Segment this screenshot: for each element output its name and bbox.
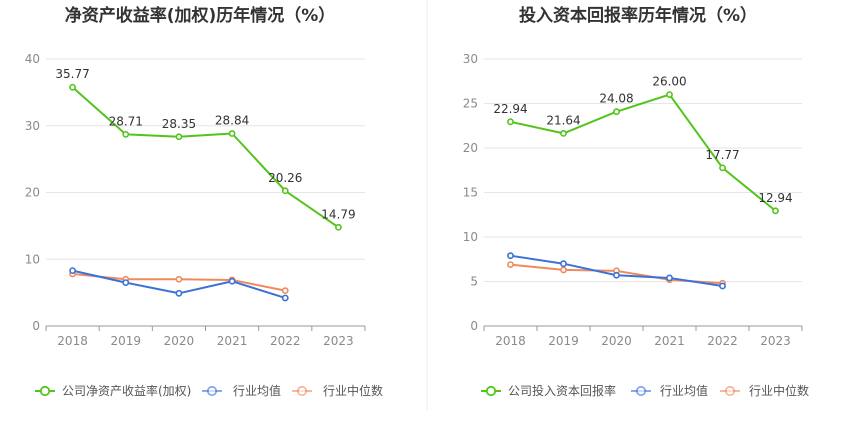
legend-marker bbox=[485, 385, 497, 397]
data-point bbox=[228, 130, 236, 137]
data-point bbox=[281, 294, 289, 302]
data-point bbox=[175, 275, 183, 283]
roic-chart-title: 投入资本回报率历年情况（%） bbox=[519, 5, 757, 26]
data-point bbox=[175, 133, 183, 141]
x-tick-label: 2023 bbox=[323, 334, 354, 348]
x-tick-label: 2020 bbox=[601, 334, 632, 348]
y-tick-label: 20 bbox=[25, 186, 40, 200]
data-label: 35.77 bbox=[55, 67, 89, 81]
data-point bbox=[560, 266, 567, 274]
y-tick-label: 10 bbox=[463, 230, 478, 244]
data-label: 14.79 bbox=[321, 207, 355, 221]
y-tick-label: 5 bbox=[470, 275, 478, 289]
y-tick-label: 15 bbox=[463, 186, 478, 200]
data-point bbox=[772, 207, 779, 215]
data-point bbox=[507, 261, 514, 268]
x-tick-label: 2019 bbox=[110, 334, 141, 348]
legend-marker bbox=[724, 385, 736, 397]
legend-label: 公司净资产收益率(加权) bbox=[62, 383, 191, 398]
y-tick-label: 0 bbox=[32, 319, 40, 333]
legend-marker bbox=[39, 385, 51, 397]
data-point bbox=[281, 287, 289, 295]
data-point bbox=[335, 223, 342, 231]
data-point bbox=[719, 282, 726, 290]
data-label: 28.71 bbox=[109, 114, 143, 128]
data-label: 20.26 bbox=[268, 171, 302, 185]
legend-marker bbox=[635, 385, 647, 397]
y-tick-label: 10 bbox=[25, 252, 40, 266]
series-line bbox=[510, 93, 777, 212]
x-tick-label: 2021 bbox=[654, 334, 685, 348]
data-label: 21.64 bbox=[546, 113, 580, 127]
roe-chart-title: 净资产收益率(加权)历年情况（%） bbox=[65, 5, 336, 26]
legend-label: 行业均值 bbox=[233, 383, 281, 398]
x-tick-label: 2019 bbox=[548, 334, 579, 348]
x-tick-label: 2022 bbox=[707, 334, 738, 348]
y-tick-label: 30 bbox=[463, 52, 478, 66]
roic-chart-panel: 投入资本回报率历年情况（%） 0 5 10 15 20 25 30 2018 2019 2020 2… bbox=[463, 5, 809, 398]
y-tick-label: 0 bbox=[470, 319, 478, 333]
data-label: 28.84 bbox=[215, 113, 249, 127]
legend-marker bbox=[296, 385, 308, 397]
data-label: 24.08 bbox=[599, 92, 633, 106]
data-point bbox=[228, 277, 236, 285]
data-point bbox=[666, 274, 673, 282]
roe-chart-panel: 净资产收益率(加权)历年情况（%） 0 10 20 30 40 2018 2019 2020 2… bbox=[25, 5, 383, 398]
x-tick-label: 2020 bbox=[164, 334, 195, 348]
data-point bbox=[69, 267, 76, 274]
data-point bbox=[560, 260, 567, 268]
data-point bbox=[560, 130, 567, 137]
data-point bbox=[69, 83, 76, 91]
legend-label: 行业中位数 bbox=[749, 383, 809, 398]
data-point bbox=[175, 289, 183, 297]
data-label: 28.35 bbox=[162, 117, 196, 131]
data-point bbox=[613, 271, 620, 279]
y-tick-label: 40 bbox=[25, 52, 40, 66]
y-tick-label: 25 bbox=[463, 97, 478, 111]
x-tick-label: 2023 bbox=[760, 334, 791, 348]
data-point bbox=[507, 118, 514, 126]
data-point bbox=[122, 130, 130, 138]
legend-label: 行业均值 bbox=[660, 383, 708, 398]
y-tick-label: 30 bbox=[25, 119, 40, 133]
data-point bbox=[666, 91, 673, 98]
x-tick-label: 2021 bbox=[217, 334, 248, 348]
data-label: 17.77 bbox=[705, 148, 739, 162]
legend-label: 行业中位数 bbox=[323, 383, 383, 398]
data-point bbox=[719, 164, 726, 172]
x-tick-label: 2018 bbox=[57, 334, 88, 348]
data-point bbox=[281, 187, 289, 195]
data-label: 12.94 bbox=[758, 191, 792, 205]
y-tick-label: 20 bbox=[463, 141, 478, 155]
data-point bbox=[613, 108, 620, 116]
data-label: 26.00 bbox=[652, 75, 686, 89]
legend-marker bbox=[206, 385, 218, 397]
data-point bbox=[122, 279, 130, 287]
data-label: 22.94 bbox=[493, 102, 527, 116]
legend-label: 公司投入资本回报率 bbox=[508, 383, 616, 398]
x-tick-label: 2018 bbox=[495, 334, 526, 348]
data-point bbox=[507, 252, 514, 260]
x-tick-label: 2022 bbox=[270, 334, 301, 348]
series-line bbox=[71, 86, 339, 229]
